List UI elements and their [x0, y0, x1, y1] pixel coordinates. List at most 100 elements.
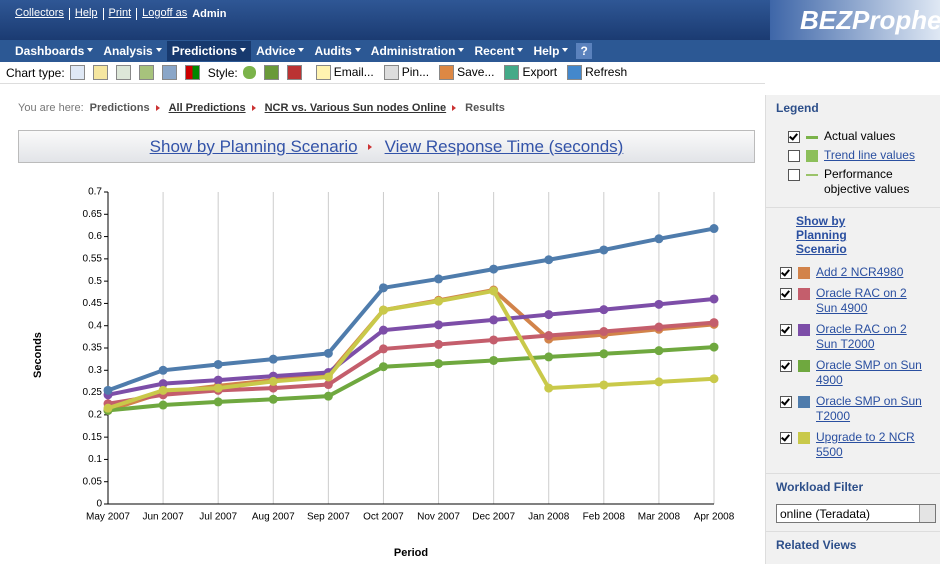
- icon[interactable]: [263, 65, 279, 80]
- menu-item[interactable]: Advice: [251, 41, 309, 61]
- menu-item[interactable]: Administration: [366, 41, 470, 61]
- user: Admin: [192, 8, 227, 20]
- data-point: [544, 383, 554, 393]
- data-point: [213, 375, 223, 385]
- menu-item[interactable]: Recent: [469, 41, 528, 61]
- data-point: [213, 359, 223, 369]
- dropdown[interactable]: Show by Planning Scenario: [149, 136, 358, 156]
- link[interactable]: Show by Planning Scenario: [796, 214, 847, 256]
- checkbox[interactable]: [780, 360, 792, 372]
- toolbar-button[interactable]: Refresh: [567, 65, 627, 81]
- checkbox[interactable]: [780, 267, 792, 279]
- legend-label[interactable]: Oracle RAC on 2 Sun T2000: [816, 322, 907, 351]
- data-point: [158, 379, 168, 389]
- y-tick-label: 0.4: [88, 320, 102, 331]
- checkbox[interactable]: [780, 432, 792, 444]
- menu-item[interactable]: Analysis: [98, 41, 166, 61]
- link[interactable]: Trend line values: [824, 148, 915, 162]
- menu-item[interactable]: ?: [576, 43, 592, 59]
- legend-item: Actual values: [766, 121, 940, 146]
- data-point: [268, 376, 278, 386]
- menu-item[interactable]: Predictions: [166, 41, 252, 61]
- legend-label[interactable]: Oracle SMP on Sun T2000: [816, 394, 922, 423]
- y-tick-label: 0.7: [88, 187, 102, 198]
- menu-item[interactable]: Audits: [309, 41, 365, 61]
- section-title[interactable]: Show by Planning Scenario: [766, 207, 940, 262]
- icon[interactable]: [138, 65, 154, 80]
- chart: 0 0.05 0.1 0.15 0.2 0.25 0.3 0.35 0.4 0.45 0.5 0.55…: [32, 187, 735, 559]
- crumb[interactable]: NCR vs. Various Sun nodes Online: [264, 102, 447, 114]
- data-point: [213, 383, 223, 393]
- dropdown-arrow: [240, 48, 247, 55]
- legend-swatch: [798, 324, 810, 336]
- link[interactable]: Print: [102, 8, 137, 20]
- toolbar-button[interactable]: Save...: [439, 65, 494, 81]
- data-point: [709, 294, 719, 304]
- toolbar-button[interactable]: Pin...: [383, 65, 429, 81]
- menu-label: Administration: [370, 44, 456, 58]
- data-point: [268, 354, 278, 364]
- checkbox[interactable]: [780, 396, 792, 408]
- icon[interactable]: [115, 65, 131, 80]
- crumb[interactable]: All Predictions: [168, 102, 246, 114]
- icon[interactable]: [242, 66, 256, 79]
- x-tick-label: Jul 2007: [199, 512, 237, 523]
- y-tick-label: 0.05: [83, 476, 103, 487]
- x-tick-label: Mar 2008: [638, 512, 681, 523]
- section-title: Related Views: [766, 531, 940, 558]
- legend-label[interactable]: Add 2 NCR4980: [816, 265, 904, 279]
- data-point: [434, 274, 444, 284]
- data-point: [544, 352, 554, 362]
- data-point: [434, 359, 444, 369]
- checkbox[interactable]: [780, 324, 792, 336]
- link[interactable]: Help: [68, 8, 103, 20]
- crumb[interactable]: Predictions: [89, 102, 150, 114]
- data-point: [268, 394, 278, 404]
- icon[interactable]: [184, 65, 200, 80]
- x-tick-label: Jan 2008: [528, 512, 570, 523]
- menu-item[interactable]: Help: [528, 41, 573, 61]
- view-header: Show by Planning Scenario View Response …: [18, 130, 755, 163]
- icon[interactable]: [161, 65, 177, 80]
- legend-swatch: [798, 396, 810, 408]
- icon[interactable]: [92, 65, 108, 80]
- series-line: [107, 345, 715, 413]
- link[interactable]: Logoff as: [136, 8, 192, 20]
- legend-label[interactable]: Oracle SMP on Sun 4900: [816, 358, 922, 387]
- link[interactable]: Collectors: [15, 7, 64, 19]
- label: Email...: [333, 64, 374, 79]
- label: Style:: [207, 65, 238, 80]
- toolbar-button[interactable]: Email...: [315, 64, 374, 81]
- legend-label[interactable]: Oracle RAC on 2 Sun 4900: [816, 286, 907, 315]
- y-tick-label: 0.25: [83, 387, 103, 398]
- legend-item: Trend line values: [766, 146, 940, 165]
- icon[interactable]: [286, 65, 302, 80]
- workload-select[interactable]: online (Teradata): [776, 504, 936, 523]
- x-tick-label: Feb 2008: [583, 512, 626, 523]
- menu-label: Dashboards: [15, 44, 85, 58]
- y-tick-label: 0.1: [88, 454, 102, 465]
- icon[interactable]: [69, 65, 85, 80]
- menu-bar: Dashboards Analysis Predictions Advice Audit…: [0, 40, 940, 62]
- dropdown[interactable]: View Response Time (seconds): [384, 136, 624, 156]
- scenario-item: Add 2 NCR4980: [766, 262, 940, 283]
- data-point: [213, 397, 223, 407]
- menu-label: ?: [580, 44, 588, 58]
- data-point: [544, 255, 554, 265]
- data-point: [709, 224, 719, 234]
- menu-item[interactable]: Dashboards: [10, 41, 98, 61]
- crumb: Results: [465, 102, 505, 114]
- x-tick-label: May 2007: [86, 512, 130, 523]
- legend-label[interactable]: Upgrade to 2 NCR 5500: [816, 430, 915, 459]
- x-tick-label: Sep 2007: [307, 512, 350, 523]
- y-tick-label: 0: [96, 499, 102, 510]
- scenario-item: Oracle SMP on Sun 4900: [766, 355, 940, 391]
- icon: [383, 65, 399, 81]
- menu-label: Audits: [314, 44, 352, 58]
- data-point: [323, 391, 333, 401]
- checkbox[interactable]: [780, 288, 792, 300]
- dropdown-arrow: [354, 48, 361, 55]
- y-tick-label: 0.15: [83, 432, 103, 443]
- scenario-item: Oracle RAC on 2 Sun T2000: [766, 319, 940, 355]
- toolbar-button[interactable]: Export: [504, 65, 557, 81]
